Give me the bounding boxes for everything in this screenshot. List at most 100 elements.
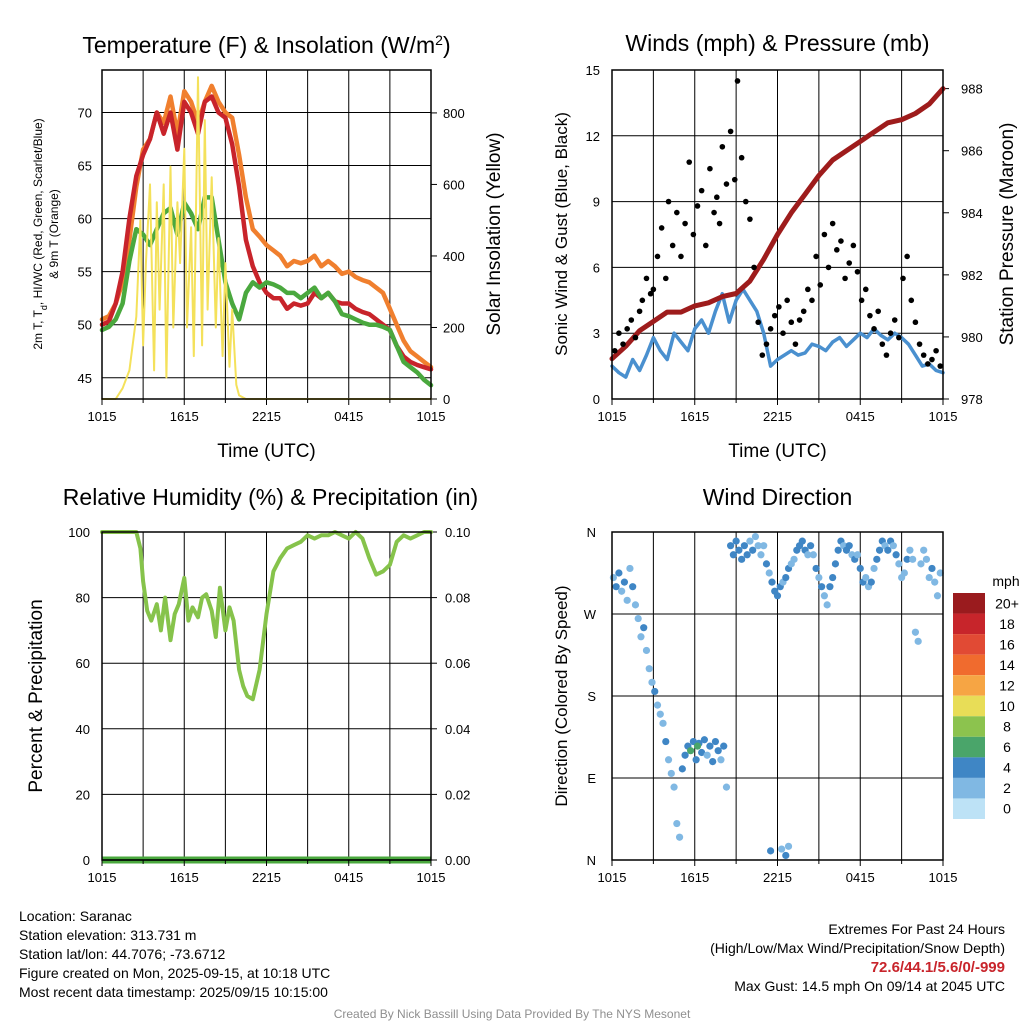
y-tick-label: 9: [593, 195, 600, 210]
direction-point: [925, 573, 933, 582]
colorbar-label: 0: [1003, 801, 1011, 817]
gust-point: [900, 275, 906, 282]
direction-point: [768, 578, 776, 586]
colorbar-unit: mph: [992, 573, 1019, 589]
x-tick-label: 1015: [88, 409, 117, 424]
direction-point: [732, 537, 740, 545]
gust-point: [896, 334, 902, 341]
y2-tick-label: 0.06: [445, 656, 470, 671]
y-tick-label: N: [587, 525, 596, 540]
direction-point: [623, 596, 631, 604]
direction-point: [618, 587, 626, 595]
extremes-panel: Extremes For Past 24 Hours (High/Low/Max…: [710, 920, 1005, 996]
y-tick-label: 0: [83, 853, 90, 868]
direction-point: [889, 542, 897, 550]
gust-point: [829, 220, 836, 227]
gust-point: [662, 275, 669, 282]
colorbar-swatch: [953, 716, 985, 737]
gust-point: [707, 165, 713, 172]
direction-point: [853, 551, 862, 559]
direction-point: [698, 748, 706, 757]
direction-point: [809, 551, 817, 559]
y-axis-label: Sonic Wind & Gust (Blue, Black): [552, 112, 571, 356]
colorbar-swatch: [953, 777, 985, 799]
direction-point: [642, 646, 651, 655]
direction-point: [782, 573, 790, 582]
direction-point: [760, 542, 768, 550]
direction-point: [757, 551, 765, 559]
chart-title: Relative Humidity (%) & Precipitation (i…: [63, 484, 478, 510]
x-axis-label: Time (UTC): [728, 441, 827, 462]
direction-point: [922, 555, 931, 563]
y2-tick-label: 0.04: [445, 722, 470, 737]
direction-point: [692, 756, 700, 764]
humidity-chart: 0 0.00 20 0.02 40 0.04 60 0.06 80 0.08 100 0.10 1015…: [26, 484, 478, 885]
colorbar-swatch: [953, 695, 985, 717]
pressure-line: [609, 86, 946, 362]
y2-axis-label: Solar Insolation (Yellow): [484, 132, 505, 335]
chart-title: Wind Direction: [703, 484, 853, 510]
x-tick-label: 2215: [252, 870, 281, 885]
gust-point: [887, 330, 894, 337]
gust-point: [759, 352, 766, 358]
y-tick-label: S: [587, 689, 596, 704]
direction-point: [782, 851, 790, 860]
direction-point: [615, 569, 623, 577]
direction-point: [778, 845, 786, 853]
gust-point: [904, 253, 910, 260]
direction-point: [906, 546, 914, 554]
credit-line: Created By Nick Bassill Using Data Provi…: [333, 1007, 691, 1021]
y2-tick-label: 0.10: [445, 525, 470, 540]
gust-point: [771, 312, 778, 319]
x-tick-label: 2215: [252, 409, 281, 424]
x-tick-label: 1015: [929, 409, 958, 424]
direction-point: [640, 624, 648, 632]
direction-point: [727, 542, 735, 550]
gust-point: [825, 264, 832, 271]
gust-point: [690, 231, 697, 238]
direction-point: [818, 583, 826, 591]
direction-point: [807, 542, 815, 550]
gust-point: [834, 247, 840, 253]
direction-point: [667, 769, 675, 778]
y-tick-label: 45: [78, 371, 92, 386]
station-location: Location: Saranac: [19, 908, 132, 924]
gust-point: [796, 317, 803, 323]
direction-point: [693, 742, 702, 750]
direction-point: [653, 701, 662, 709]
max-gust: Max Gust: 14.5 mph On 09/14 at 2045 UTC: [734, 978, 1005, 994]
gust-point: [669, 242, 676, 249]
gust-point: [912, 319, 919, 326]
y-tick-label: 80: [76, 591, 90, 606]
gust-point: [838, 238, 844, 244]
direction-point: [870, 564, 878, 573]
colorbar-swatch: [953, 593, 985, 614]
x-tick-label: 2215: [763, 870, 792, 885]
direction-point: [845, 542, 853, 550]
extremes-title: Extremes For Past 24 Hours: [828, 921, 1005, 937]
direction-point: [812, 564, 820, 573]
gust-point: [639, 297, 646, 304]
y2-tick-label: 0.00: [445, 853, 470, 868]
direction-point: [645, 665, 653, 673]
direction-point: [826, 583, 834, 591]
gust-point: [665, 198, 672, 205]
y2-tick-label: 988: [961, 82, 983, 97]
gust-point: [916, 341, 923, 347]
gust-point: [821, 231, 828, 238]
extremes-values: 72.6/44.1/5.6/0/-999: [870, 959, 1005, 976]
gust-point: [846, 260, 853, 266]
direction-point: [820, 592, 828, 600]
y2-axis-label: Station Pressure (Maroon): [997, 123, 1018, 346]
direction-point: [664, 756, 673, 764]
chart-title: Temperature (F) & Insolation (W/m2): [82, 32, 450, 58]
y2-tick-label: 800: [443, 106, 465, 121]
direction-point: [626, 564, 634, 573]
direction-point: [740, 542, 749, 550]
colorbar-label: 6: [1003, 739, 1011, 755]
y-tick-label: 70: [78, 105, 92, 120]
colorbar-label: 20+: [995, 595, 1019, 611]
direction-point: [678, 765, 686, 773]
wind-speed-line: [610, 287, 945, 379]
